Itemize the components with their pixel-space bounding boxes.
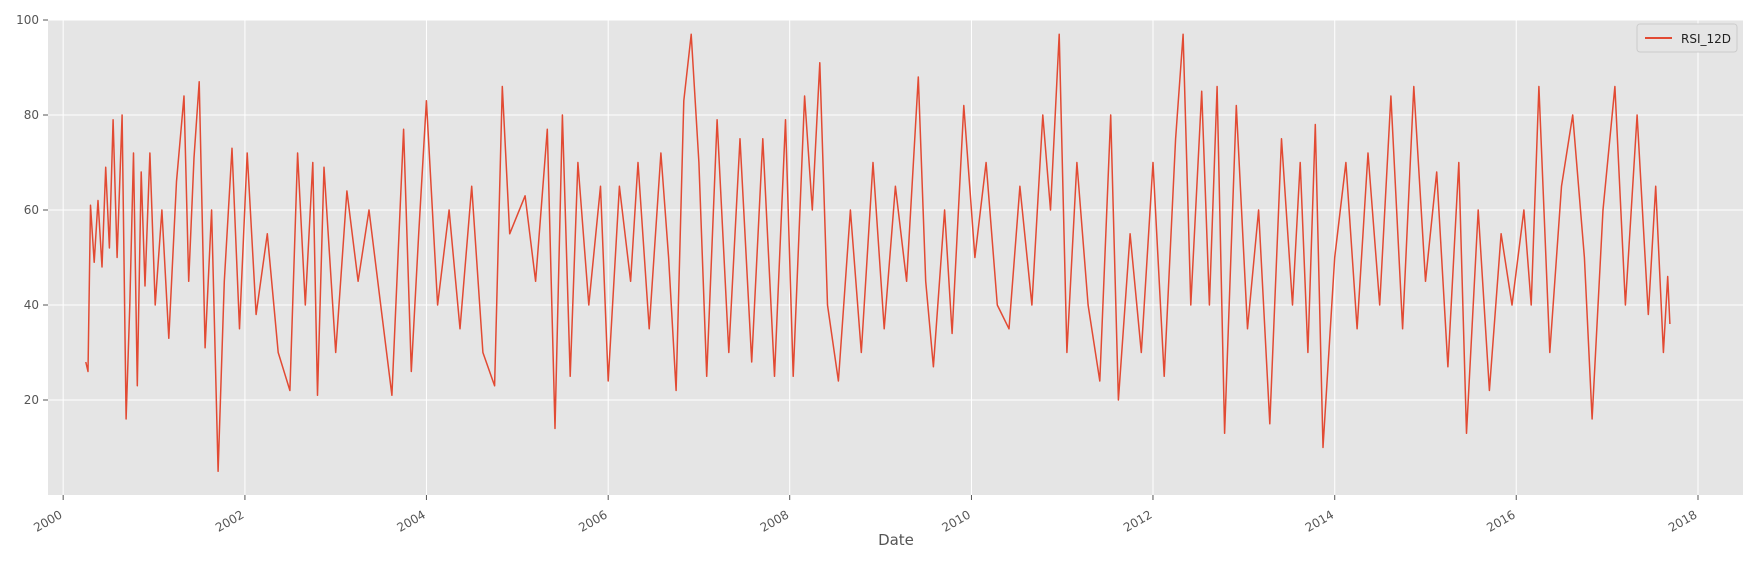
series-line-rsi-12d <box>85 33 1671 473</box>
x-tick-label: 2006 <box>576 507 609 534</box>
y-tick-label: 60 <box>24 203 39 217</box>
plot-area <box>48 20 1743 495</box>
y-tick-label: 40 <box>24 298 39 312</box>
y-tick-label: 20 <box>24 393 39 407</box>
x-tick-label: 2010 <box>940 507 973 534</box>
x-tick-label: 2008 <box>758 507 791 534</box>
series-layer <box>85 33 1671 473</box>
x-tick-label: 2012 <box>1121 507 1154 534</box>
x-tick-label: 2000 <box>31 507 64 534</box>
x-tick-label: 2004 <box>394 507 427 534</box>
legend: RSI_12D <box>1636 23 1738 53</box>
x-tick-label: 2018 <box>1666 507 1699 534</box>
y-tick-label: 100 <box>16 13 39 27</box>
x-tick-label: 2002 <box>213 507 246 534</box>
x-tick-label: 2014 <box>1303 507 1336 534</box>
x-tick-label: 2016 <box>1484 507 1517 534</box>
legend-label-rsi-12d: RSI_12D <box>1681 32 1731 46</box>
x-axis-label: Date <box>878 531 914 549</box>
y-tick-label: 80 <box>24 108 39 122</box>
legend-box <box>1636 23 1738 53</box>
